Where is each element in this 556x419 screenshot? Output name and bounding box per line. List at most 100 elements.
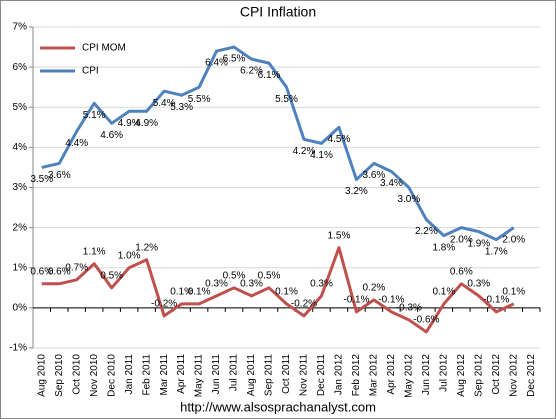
y-tick-label: -1% (9, 343, 27, 354)
data-label: 3.6% (48, 170, 71, 181)
x-tick-label: Aug 2011 (246, 354, 257, 397)
data-label: 0.1% (170, 287, 193, 298)
data-label: 4.6% (100, 130, 123, 141)
data-label: 4.2% (293, 146, 316, 157)
x-tick-label: Feb 2011 (141, 354, 152, 396)
x-tick-label: Oct 2011 (281, 354, 292, 394)
data-label: 5.1% (83, 110, 106, 121)
series-line (41, 45, 515, 242)
data-label: 0.1% (432, 287, 455, 298)
x-tick-label: May 2012 (404, 354, 415, 398)
data-label: -0.1% (378, 295, 404, 306)
x-tick-label: Sep 2012 (473, 354, 484, 397)
x-tick-label: Dec 2012 (526, 354, 537, 397)
data-label: 1.9% (467, 238, 490, 249)
data-label: 6.2% (240, 66, 263, 77)
data-label: 4.4% (65, 138, 88, 149)
x-tick-label: Oct 2012 (491, 354, 502, 395)
x-tick-label: Apr 2011 (176, 354, 187, 394)
data-label: -0.6% (413, 315, 439, 326)
data-label: 0.5% (223, 270, 246, 281)
x-tick-label: Sep 2010 (54, 354, 65, 397)
x-tick-label: Nov 2011 (299, 354, 310, 397)
y-tick-label: 0% (13, 303, 28, 314)
x-tick-label: Jun 2011 (211, 354, 222, 395)
y-tick-label: 4% (13, 142, 28, 153)
data-label: 0.1% (502, 287, 525, 298)
data-label: -0.2% (151, 299, 177, 310)
data-label: 3.4% (380, 178, 403, 189)
data-label: 0.3% (240, 278, 263, 289)
x-tick-label: Dec 2010 (106, 354, 117, 397)
data-label: 2.0% (450, 234, 473, 245)
x-tick-label: Feb 2012 (351, 354, 362, 397)
data-label: 0.3% (310, 278, 333, 289)
data-label: 1.0% (118, 250, 141, 261)
x-tick-label: Dec 2011 (316, 354, 327, 397)
x-tick-label: Mar 2012 (369, 354, 380, 397)
data-label: 0.6% (48, 266, 71, 277)
data-label: 0.6% (30, 266, 53, 277)
data-label: 6.5% (223, 54, 246, 65)
x-tick-label: Jun 2012 (421, 354, 432, 396)
y-tick-label: 1% (13, 262, 28, 273)
data-label: 0.1% (188, 287, 211, 298)
data-label: 5.5% (188, 94, 211, 105)
data-label: 0.5% (100, 270, 123, 281)
data-label: 4.1% (310, 150, 333, 161)
y-tick-label: 6% (13, 62, 28, 73)
data-label: 6.1% (258, 70, 281, 81)
data-label: 3.6% (363, 170, 386, 181)
legend-label: CPI (82, 66, 99, 77)
y-tick-label: 3% (13, 182, 28, 193)
data-label: 0.2% (363, 282, 386, 293)
x-tick-label: Aug 2012 (456, 354, 467, 397)
data-label: 2.0% (502, 234, 525, 245)
x-tick-label: Oct 2010 (71, 354, 82, 395)
x-tick-label: Jan 2011 (124, 354, 135, 395)
data-label: -0.2% (291, 299, 317, 310)
x-tick-label: Jul 2012 (438, 354, 449, 392)
x-tick-label: Aug 2010 (36, 354, 47, 397)
data-label: 6.4% (205, 58, 228, 69)
data-label: 3.5% (30, 174, 53, 185)
data-label: 0.7% (65, 262, 88, 273)
x-tick-label: Apr 2012 (386, 354, 397, 395)
data-label: 1.8% (432, 242, 455, 253)
data-label: -0.1% (483, 295, 509, 306)
x-tick-label: Jul 2011 (229, 354, 240, 392)
data-label: 4.9% (118, 118, 141, 129)
data-label: 0.1% (275, 287, 298, 298)
data-label: 0.3% (205, 278, 228, 289)
data-label: 1.5% (328, 230, 351, 241)
data-label: 0.3% (467, 278, 490, 289)
y-tick-label: 5% (13, 102, 28, 113)
x-tick-label: Nov 2010 (89, 354, 100, 397)
series-line (41, 246, 515, 334)
x-tick-label: May 2011 (194, 354, 205, 398)
data-label: 1.1% (83, 246, 106, 257)
x-tick-label: Sep 2011 (264, 354, 275, 397)
x-tick-label: Nov 2012 (508, 354, 519, 397)
data-label: 2.2% (415, 226, 438, 237)
data-label: 0.6% (450, 266, 473, 277)
data-label: 4.9% (135, 118, 158, 129)
data-label: 4.5% (328, 134, 351, 145)
data-label: 5.5% (275, 94, 298, 105)
data-label: 5.3% (170, 102, 193, 113)
footer: http://www.alsosprachanalyst.com (180, 399, 376, 414)
y-tick-label: 7% (13, 22, 28, 33)
data-label: 5.4% (153, 98, 176, 109)
data-label: 1.7% (485, 246, 508, 257)
data-label: 3.2% (345, 186, 368, 197)
data-label: 1.2% (135, 242, 158, 253)
data-label: -0.1% (343, 295, 369, 306)
x-tick-label: Jan 2012 (334, 354, 345, 396)
data-label: -0.3% (396, 303, 422, 314)
chart-title: CPI Inflation (240, 4, 316, 20)
data-label: 0.5% (258, 270, 281, 281)
x-tick-label: Mar 2011 (159, 354, 170, 396)
y-tick-label: 2% (13, 222, 28, 233)
